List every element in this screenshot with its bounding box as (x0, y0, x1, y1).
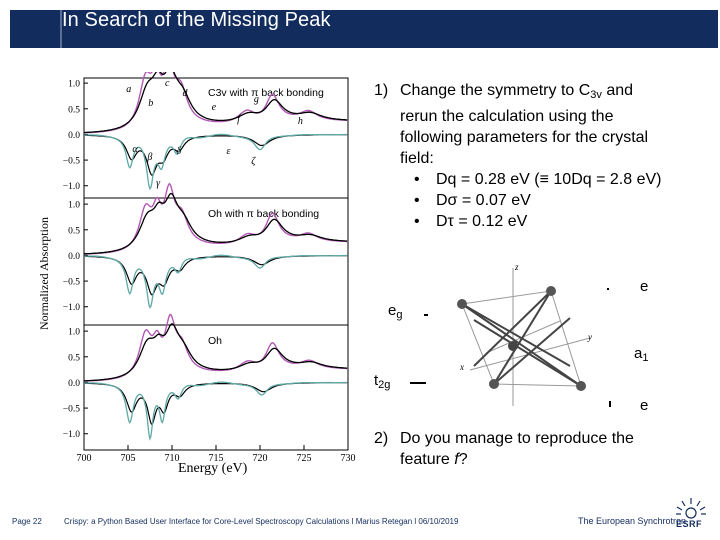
y-tick-label: −0.5 (63, 157, 80, 167)
central-atom (508, 341, 518, 351)
spectra-chart: 700 705 710 715 720 725 730 1.0 0.5 0.0 −0.5 −1.0 C3… (36, 72, 356, 482)
param-dtau: Dτ = 0.12 eV (414, 211, 714, 232)
peak-label: ζ (251, 156, 256, 167)
slide-title: In Search of the Missing Peak (62, 9, 331, 31)
y-tick-label: −1.0 (63, 430, 80, 440)
step-1-line-1: Change the symmetry to C3v and (400, 82, 634, 101)
spectra-svg: 700 705 710 715 720 725 730 1.0 0.5 0.0 −0.5 −1.0 C3… (63, 72, 356, 464)
peak-label: d (183, 88, 189, 99)
step-1-line-3: following parameters for the crystal (400, 129, 649, 146)
esrf-logo-text: ESRF (676, 519, 703, 529)
panel-legend: Oh (208, 335, 222, 347)
y-tick-label: −0.5 (63, 278, 80, 288)
y-tick-label: 0.5 (68, 353, 80, 363)
peak-label: e (212, 102, 217, 113)
series-experiment-dichroism (83, 382, 348, 426)
x-tick-label: 730 (341, 453, 356, 464)
e-top-level-bar (607, 288, 609, 290)
e-top-label: e (640, 278, 649, 295)
y-tick-label: 1.0 (68, 80, 80, 90)
page-number: Page 22 (12, 517, 42, 526)
parameter-list: Dq = 0.28 eV (≡ 10Dq = 2.8 eV) Dσ = 0.07… (414, 169, 714, 232)
peak-label: h (298, 116, 303, 127)
footer-org: The European Synchrotron (578, 516, 687, 526)
y-tick-label: −1.0 (63, 182, 80, 192)
series-experiment-absorption (84, 72, 348, 134)
series-experiment-dichroism (84, 255, 348, 296)
y-tick-label: 0.0 (68, 379, 80, 389)
series-experiment-absorption (84, 192, 348, 255)
step-2-line-2: feature f? (400, 451, 468, 468)
x-tick-label: 720 (253, 453, 268, 464)
step-2-line-1: Do you manage to reproduce the (400, 430, 634, 447)
x-tick-label: 705 (121, 453, 136, 464)
peak-label: g (254, 94, 259, 105)
y-tick-label: 0.0 (68, 252, 80, 262)
title-divider (60, 10, 62, 48)
step-2-number: 2) (374, 430, 389, 447)
a1-label: a1 (634, 345, 649, 364)
eg-label: eg (388, 302, 403, 321)
x-tick-label: 715 (209, 453, 224, 464)
y-tick-label: 0.5 (68, 226, 80, 236)
axis-x-label: x (459, 362, 464, 372)
footer: Page 22 Crispy: a Python Based User Inte… (0, 512, 720, 532)
peak-label: f (237, 114, 241, 125)
octahedron (457, 268, 591, 406)
series-experiment-absorption (84, 323, 348, 382)
t2g-label: t2g (374, 372, 391, 391)
peak-label: δ (176, 146, 181, 157)
y-tick-label: −0.5 (63, 405, 80, 415)
x-tick-label: 725 (297, 453, 312, 464)
series-simulated-dichroism (83, 381, 348, 441)
series-simulated-dichroism (84, 254, 348, 309)
step-2: 2) Do you manage to reproduce the featur… (374, 428, 714, 470)
y-tick-label: 1.0 (68, 328, 80, 338)
peak-label: ε (227, 146, 231, 157)
axis-y-label: y (587, 332, 592, 342)
step-1: 1) Change the symmetry to C3v and rerun … (374, 80, 714, 232)
y-tick-label: −1.0 (63, 303, 80, 313)
t2g-level-bar (410, 382, 426, 384)
series-experiment-dichroism (84, 134, 348, 176)
peak-label: β (146, 152, 152, 163)
series-simulated-absorption (84, 313, 348, 382)
series-simulated-dichroism (84, 133, 348, 191)
footer-credit: Crispy: a Python Based User Interface fo… (64, 517, 459, 526)
step-1-line-4: field: (400, 150, 434, 167)
step-1-line-2: rerun the calculation using the (400, 108, 614, 125)
x-tick-label: 700 (77, 453, 92, 464)
param-dsigma: Dσ = 0.07 eV (414, 190, 714, 211)
peak-label: γ (156, 178, 161, 189)
e-bottom-level-bar (609, 401, 611, 407)
peak-label: α (132, 144, 138, 155)
peak-label: c (165, 78, 170, 89)
panel-legend: Oh with π back bonding (208, 208, 319, 220)
x-tick-label: 710 (165, 453, 180, 464)
param-dq: Dq = 0.28 eV (≡ 10Dq = 2.8 eV) (414, 169, 714, 190)
esrf-logo-icon (676, 498, 706, 519)
title-bar (10, 10, 718, 48)
peak-label: a (126, 84, 131, 95)
panel-legend: C3v with π back bonding (208, 87, 324, 99)
y-tick-label: 0.0 (68, 131, 80, 141)
y-axis-label: Normalized Absorption (37, 217, 51, 330)
y-tick-label: 0.5 (68, 105, 80, 115)
x-axis-label: Energy (eV) (178, 461, 248, 476)
y-tick-label: 1.0 (68, 201, 80, 211)
peak-label: b (148, 98, 153, 109)
axis-z-label: z (514, 262, 519, 272)
eg-level-bar (424, 314, 428, 316)
e-bottom-label: e (640, 397, 649, 414)
step-1-number: 1) (374, 82, 389, 99)
crystal-field-diagram: z y x (410, 262, 611, 407)
